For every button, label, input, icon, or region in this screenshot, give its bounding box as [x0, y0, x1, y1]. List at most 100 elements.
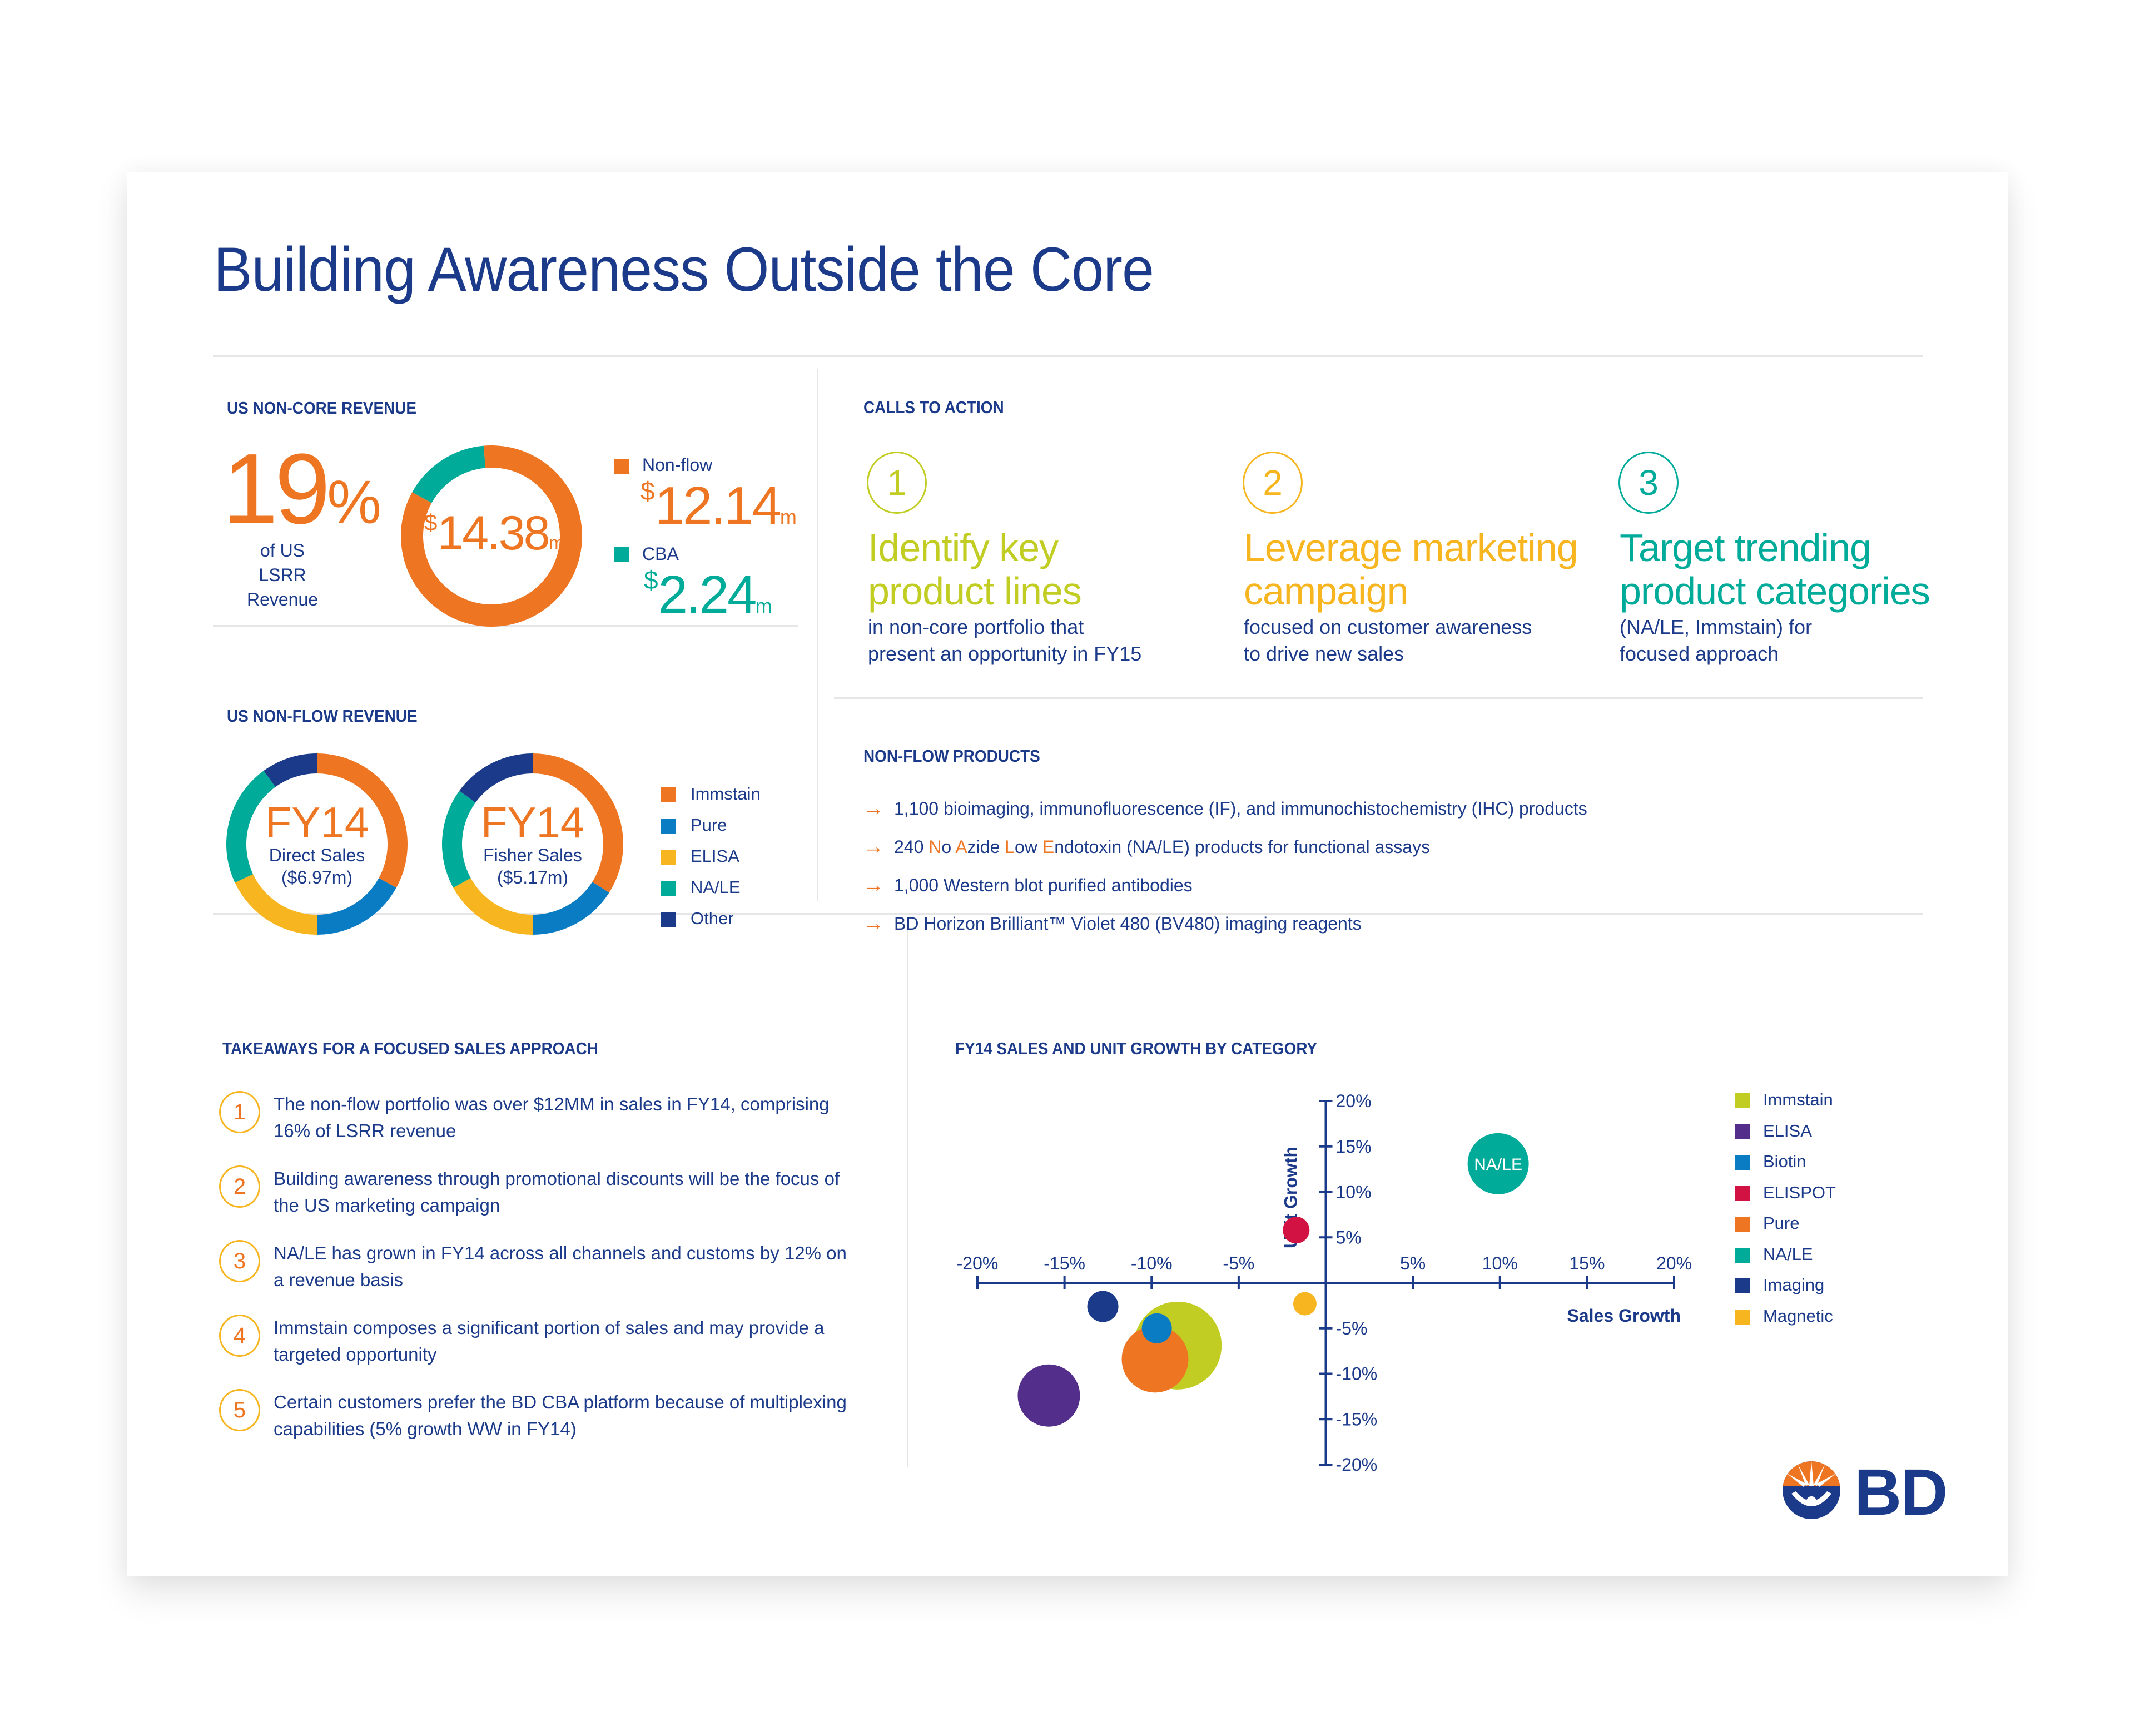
cta-description: present an opportunity in FY15 — [868, 642, 1142, 665]
product-item-text: 1,100 bioimaging, immunofluorescence (IF… — [894, 798, 1587, 819]
chart-legend-swatch — [1735, 1186, 1750, 1201]
legend-label: Immstain — [691, 784, 761, 803]
legend-value-nonflow: $12.14m — [640, 477, 797, 533]
direct-amount: ($6.97m) — [281, 867, 353, 887]
nonflow-unit: m — [779, 505, 797, 528]
cta-headline: product categories — [1620, 569, 1930, 613]
bd-sunburst-logo-icon — [1783, 1461, 1840, 1519]
noncore-total: $14.38m — [424, 506, 564, 561]
total-currency: $ — [424, 509, 438, 535]
donut-segment-na-le — [226, 771, 276, 883]
divider-left-mid — [214, 625, 798, 627]
takeaway-text: Certain customers prefer the BD CBA plat… — [274, 1392, 847, 1439]
chart-legend-label: ELISPOT — [1763, 1182, 1836, 1202]
donut-segment-immstain — [317, 753, 408, 888]
takeaway-text: The non-flow portfolio was over $12MM in… — [274, 1094, 830, 1141]
donut-segment-na-le — [442, 791, 476, 888]
legend-label: ELISA — [691, 846, 739, 866]
chart-legend-swatch — [1735, 1278, 1750, 1293]
legend-label: Other — [691, 909, 734, 928]
cta-headline: campaign — [1244, 569, 1409, 613]
chart-legend-label: Immstain — [1763, 1090, 1833, 1109]
divider-right-mid — [834, 697, 1923, 699]
direct-label: Direct Sales — [269, 845, 365, 865]
total-value: 14.38 — [437, 507, 550, 560]
percent-caption-line1: of US LSRR — [259, 540, 306, 585]
takeaway-text: Immstain composes a significant portion … — [274, 1317, 825, 1365]
cta-description: (NA/LE, Immstain) for — [1620, 616, 1813, 638]
takeaway-number-badge: 2 — [219, 1165, 260, 1208]
legend-swatch — [661, 912, 676, 927]
percent-value: 19 — [222, 433, 330, 545]
chart-legend-swatch — [1735, 1217, 1750, 1232]
divider-bottom — [214, 913, 1923, 915]
arrow-right-icon: → — [863, 797, 884, 820]
takeaway-item: 5 Certain customers prefer the BD CBA pla… — [219, 1389, 857, 1442]
cta-heading: CALLS TO ACTION — [863, 398, 1004, 417]
product-item-text: 240 No Azide Low Endotoxin (NA/LE) produ… — [894, 837, 1430, 857]
nonflow-revenue-heading: US NON-FLOW REVENUE — [227, 706, 418, 726]
divider-top — [214, 355, 1923, 357]
text-part: o — [941, 837, 956, 857]
donut-segment-pure — [317, 878, 396, 935]
cta-number-badge: 1 — [867, 452, 927, 514]
nonflow-products-heading: NON-FLOW PRODUCTS — [863, 746, 1040, 766]
percent-sign: % — [327, 468, 382, 537]
legend-label: NA/LE — [691, 877, 741, 897]
chart-legend-label: NA/LE — [1763, 1244, 1813, 1264]
highlight-letter: L — [1005, 837, 1015, 857]
divider-vertical-top — [817, 369, 818, 901]
legend-swatch — [661, 881, 676, 896]
fisher-label: Fisher Sales — [483, 845, 582, 865]
chart-legend-swatch — [1735, 1247, 1750, 1263]
page-title: Building Awareness Outside the Core — [214, 235, 1154, 304]
text-part: ndotoxin (NA/LE) products for functional… — [1054, 837, 1431, 857]
divider-vertical-bottom — [907, 926, 908, 1467]
fisher-amount: ($5.17m) — [496, 867, 569, 887]
legend-label: Pure — [691, 815, 727, 835]
chart-legend-swatch — [1735, 1309, 1750, 1325]
takeaway-item: 1 The non-flow portfolio was over $12MM i… — [219, 1091, 857, 1144]
noncore-percent: 19% — [222, 439, 381, 539]
legend-swatch — [661, 819, 676, 834]
takeaway-number-badge: 3 — [219, 1240, 260, 1282]
highlight-letter: A — [955, 837, 967, 857]
direct-year: FY14 — [265, 798, 369, 847]
chart-legend-label: ELISA — [1763, 1120, 1812, 1140]
chart-legend-label: Imaging — [1763, 1275, 1825, 1294]
donut-segment-other — [459, 753, 533, 803]
text-part: zide — [967, 837, 1005, 857]
product-item: → BD Horizon Brilliant™ Violet 480 (BV48… — [863, 912, 1362, 936]
chart-legend-swatch — [1735, 1124, 1750, 1139]
cta-description: focused approach — [1620, 642, 1779, 665]
cta-description: to drive new sales — [1244, 642, 1404, 665]
legend-swatch — [661, 787, 676, 802]
cta-headline: product lines — [868, 569, 1082, 613]
legend-swatch-cba — [614, 547, 629, 562]
nonflow-currency: $ — [640, 477, 655, 505]
highlight-letter: N — [929, 837, 942, 857]
legend-value-cba: $2.24m — [644, 566, 772, 622]
takeaway-item: 3 NA/LE has grown in FY14 across all chan… — [219, 1240, 857, 1293]
direct-sales-donut — [226, 753, 408, 935]
takeaway-item: 4 Immstain composes a significant portion… — [219, 1315, 857, 1368]
chart-legend-swatch — [1735, 1093, 1750, 1108]
takeaways-heading: TAKEAWAYS FOR A FOCUSED SALES APPROACH — [222, 1039, 598, 1058]
cba-currency: $ — [644, 566, 658, 594]
cta-description: focused on customer awareness — [1244, 616, 1532, 638]
percent-caption: of US LSRR Revenue — [238, 538, 327, 612]
chart-legend-swatch — [1735, 1155, 1750, 1170]
cta-headline: Target trending — [1620, 526, 1871, 569]
product-item: → 1,000 Western blot purified antibodies — [863, 874, 1193, 897]
takeaway-number-badge: 1 — [219, 1091, 260, 1133]
donut-segment-pure — [533, 882, 609, 935]
arrow-right-icon: → — [863, 874, 884, 897]
donut-segment-elisa — [453, 878, 533, 935]
cta-number-badge: 3 — [1618, 452, 1679, 514]
chart-legend-label: Biotin — [1763, 1152, 1806, 1171]
takeaway-text: NA/LE has grown in FY14 across all chann… — [274, 1243, 847, 1290]
cba-unit: m — [755, 594, 772, 617]
fisher-sales-center: FY14 Fisher Sales ($5.17m) — [466, 801, 599, 889]
takeaway-number-badge: 4 — [219, 1315, 260, 1357]
legend-swatch — [661, 850, 676, 865]
